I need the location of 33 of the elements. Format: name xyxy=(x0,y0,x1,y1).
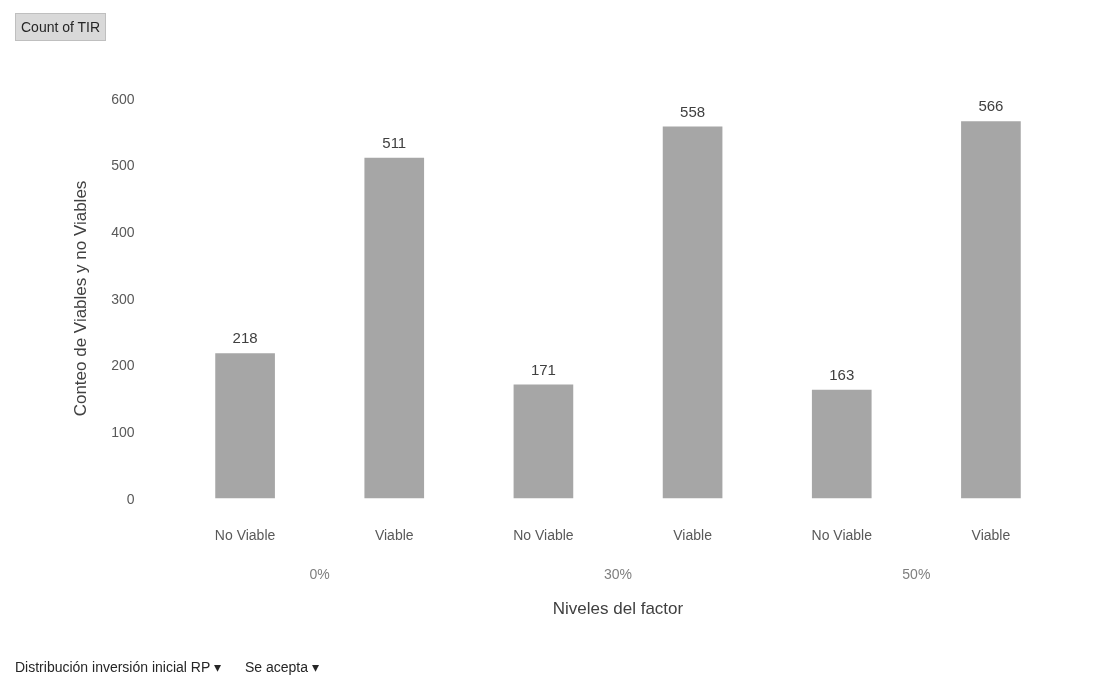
bar xyxy=(811,389,872,499)
data-label: 171 xyxy=(530,360,556,378)
text: Se acepta ▾ xyxy=(244,659,319,675)
text: Count of TIR xyxy=(15,13,107,41)
text: 30% xyxy=(603,565,633,582)
x-tick-label: Viable xyxy=(673,526,713,543)
text: 50% xyxy=(902,565,931,582)
bar xyxy=(215,353,275,499)
y-tick-label: 100 xyxy=(111,423,135,440)
text: Distribución inversión inicial RP ▾ xyxy=(15,659,221,675)
bar xyxy=(513,384,574,499)
data-label: 511 xyxy=(382,133,407,151)
y-tick-label: 500 xyxy=(111,157,135,174)
y-tick-label: 200 xyxy=(111,357,135,374)
data-label: 218 xyxy=(232,329,258,347)
y-tick-label: 600 xyxy=(111,90,135,107)
text: 0% xyxy=(309,565,330,582)
x-tick-label: No Viable xyxy=(811,526,873,543)
x-tick-label: Viable xyxy=(971,526,1011,543)
y-tick-label: 0 xyxy=(126,490,135,507)
x-axis-title: Niveles del factor xyxy=(552,598,684,618)
bar xyxy=(961,121,1021,499)
y-axis-title: Conteo de Viables y no Viables xyxy=(71,180,91,417)
bar xyxy=(662,126,723,499)
y-tick-label: 300 xyxy=(111,290,135,307)
data-label: 566 xyxy=(978,97,1004,115)
bar xyxy=(364,157,425,499)
x-tick-label: No Viable xyxy=(214,526,276,543)
data-label: 163 xyxy=(829,365,855,383)
x-tick-label: No Viable xyxy=(513,526,574,543)
y-tick-label: 400 xyxy=(111,223,135,240)
x-tick-label: Viable xyxy=(374,526,414,543)
data-label: 558 xyxy=(680,102,706,120)
